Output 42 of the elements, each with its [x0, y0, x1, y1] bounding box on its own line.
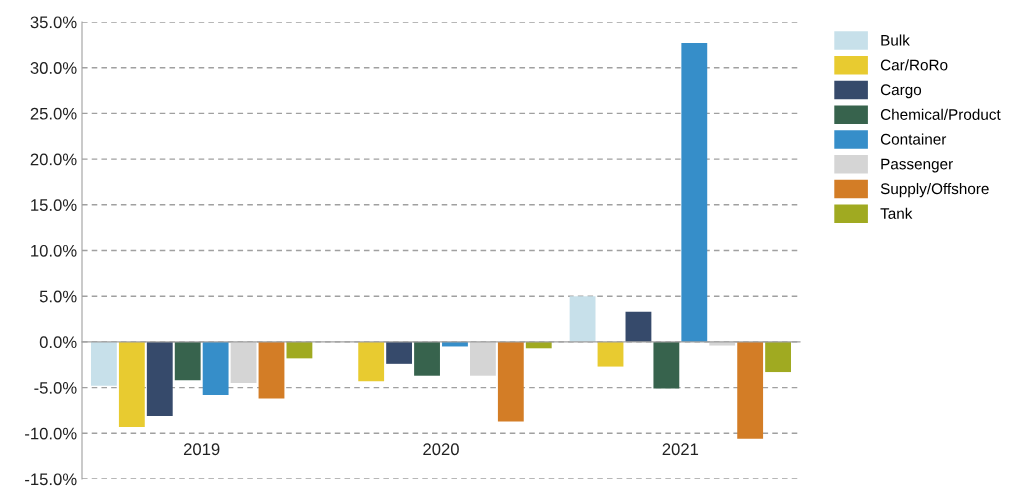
x-tick-label: 2019 — [183, 443, 220, 456]
y-tick-label: 0.0% — [39, 336, 77, 349]
bar — [569, 296, 596, 342]
y-tick-label: -10.0% — [25, 427, 77, 440]
y-tick-label: 5.0% — [39, 290, 77, 303]
bar — [737, 341, 764, 439]
bar — [469, 341, 496, 376]
legend-label: Cargo — [880, 84, 922, 99]
y-tick-label: 20.0% — [30, 153, 77, 166]
bar — [230, 341, 257, 384]
legend-label: Supply/Offshore — [880, 182, 989, 198]
bar — [497, 341, 524, 422]
bar — [202, 341, 229, 395]
bar — [258, 341, 285, 399]
bar — [146, 341, 173, 416]
legend-label: Chemical/Product — [880, 108, 1001, 120]
bar — [118, 341, 145, 427]
legend-label: Container — [880, 133, 947, 145]
bar — [597, 341, 624, 367]
y-tick-label: 15.0% — [31, 199, 77, 211]
bar — [174, 341, 201, 381]
x-tick-label: 2020 — [423, 443, 459, 456]
bar — [358, 341, 385, 382]
y-tick-label: 10.0% — [31, 244, 77, 257]
x-tick-label: 2021 — [662, 443, 699, 456]
y-tick-label: -15.0% — [25, 473, 77, 486]
bar — [681, 43, 708, 342]
legend-label: Passenger — [881, 158, 953, 173]
legend-label: Bulk — [881, 34, 910, 46]
legend-label: Car/RoRo — [880, 59, 948, 71]
bar — [653, 341, 680, 389]
bar — [90, 341, 117, 386]
bar — [414, 341, 440, 376]
legend-label: Tank — [880, 207, 913, 219]
y-tick-label: 35.0% — [30, 16, 77, 29]
y-tick-label: -5.0% — [34, 382, 77, 394]
bar — [625, 311, 652, 342]
bar — [386, 341, 413, 364]
bar — [765, 341, 792, 373]
y-tick-label: 30.0% — [30, 62, 77, 74]
bar — [286, 341, 313, 359]
y-tick-label: 25.0% — [30, 107, 77, 120]
